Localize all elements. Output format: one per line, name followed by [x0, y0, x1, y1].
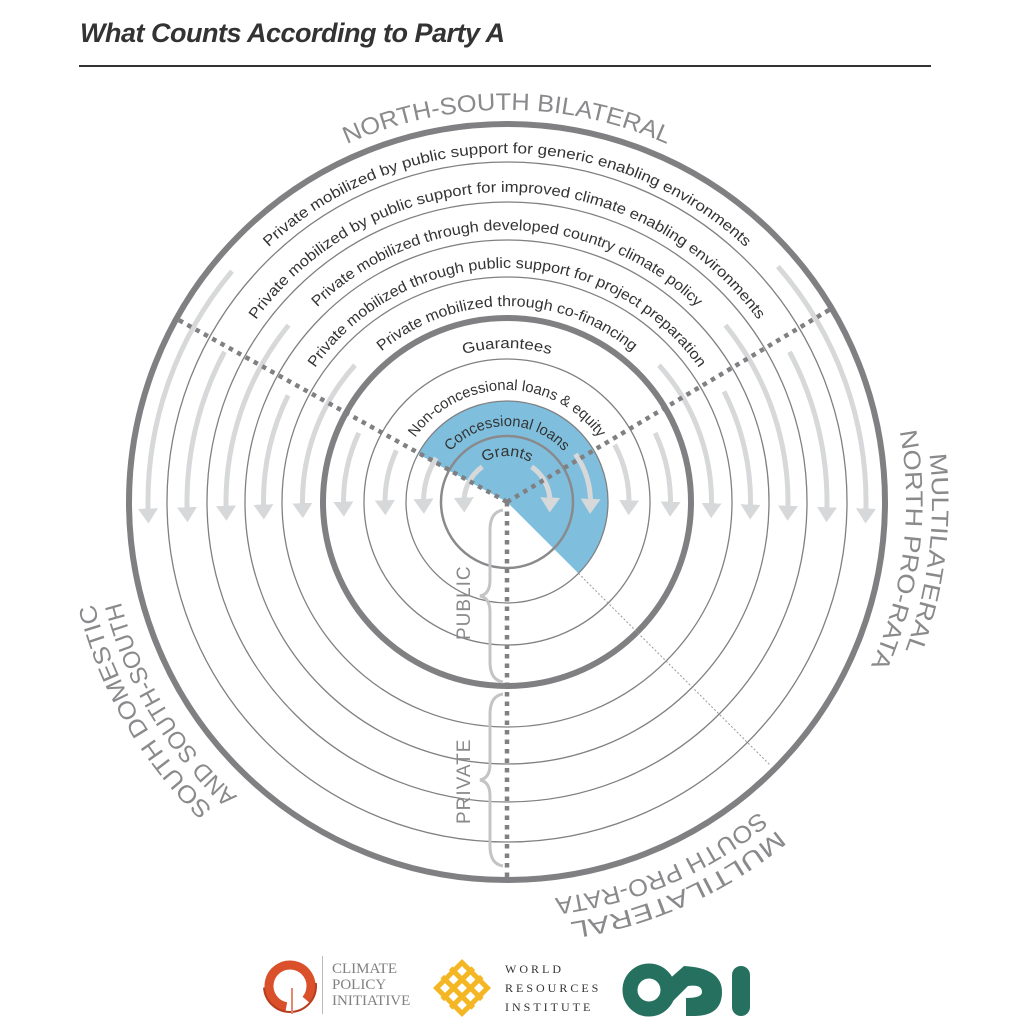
counted-highlight-sector	[418, 401, 608, 574]
cpi-logo-icon	[263, 959, 317, 1014]
arrow-left-8	[137, 269, 234, 524]
page-title: What Counts According to Party A	[80, 18, 505, 48]
arrow-left-2	[374, 449, 399, 516]
ring-circle-5	[281, 276, 733, 728]
arrow-left-4	[292, 363, 357, 519]
arrow-left-6	[215, 323, 291, 521]
arrow-left-7	[176, 350, 227, 523]
sector-divider-lines	[175, 306, 833, 880]
ring-circle-8	[166, 161, 848, 843]
sector-divider-1	[505, 306, 833, 504]
wri-logo-icon	[433, 959, 491, 1017]
ring-circle-2	[405, 400, 609, 604]
ring-label-text: Guarantees	[460, 335, 553, 358]
arrow-right-7	[787, 350, 838, 523]
cpi-divider	[322, 956, 323, 1014]
cpi-line-1: CLIMATE	[332, 961, 397, 977]
arrow-right-5	[721, 390, 761, 520]
partner-logos: CLIMATE POLICY INITIATIVE WORLD RESOURCE…	[0, 948, 1009, 1024]
odi-logo-icon	[622, 963, 750, 1017]
braces: PUBLIC PRIVATE	[454, 508, 504, 868]
arrow-left-3	[333, 431, 362, 517]
arrow-left-5	[253, 394, 291, 520]
public-label: PUBLIC	[454, 565, 475, 640]
private-brace	[479, 692, 504, 868]
wri-line-2: RESOURCES	[505, 981, 602, 995]
wri-line-1: WORLD	[505, 962, 564, 976]
arrow-right-3	[652, 431, 681, 517]
wri-wordmark: WORLD RESOURCES INSTITUTE	[505, 960, 601, 1017]
ring-circle-9	[126, 121, 888, 883]
wri-line-3: INSTITUTE	[505, 1000, 594, 1014]
arrow-left-1	[413, 456, 439, 514]
ring-circles	[126, 121, 888, 883]
cpi-line-2: POLICY	[332, 977, 387, 993]
arrow-right-4	[657, 363, 722, 519]
arrow-right-1	[573, 452, 601, 514]
cpi-wordmark: CLIMATE POLICY INITIATIVE	[332, 961, 410, 1009]
arrow-right-6	[723, 323, 799, 521]
arrow-left-0	[453, 464, 484, 513]
counted-sector	[418, 401, 608, 574]
arrow-right-2	[612, 443, 640, 516]
sector-divider-0	[175, 316, 509, 504]
ring-circle-1	[439, 434, 575, 570]
ring-label-3: Guarantees	[460, 335, 553, 358]
private-label: PRIVATE	[454, 739, 475, 824]
arrow-right-0	[530, 464, 561, 513]
pro-rata-divider	[578, 573, 771, 766]
ring-circle-6	[244, 239, 770, 765]
ring-circle-7	[206, 201, 808, 803]
flow-arrows	[137, 264, 876, 524]
arrow-right-8	[776, 264, 876, 524]
title-divider	[79, 65, 931, 67]
cpi-line-3: INITIATIVE	[332, 993, 411, 1009]
public-brace	[479, 508, 504, 684]
